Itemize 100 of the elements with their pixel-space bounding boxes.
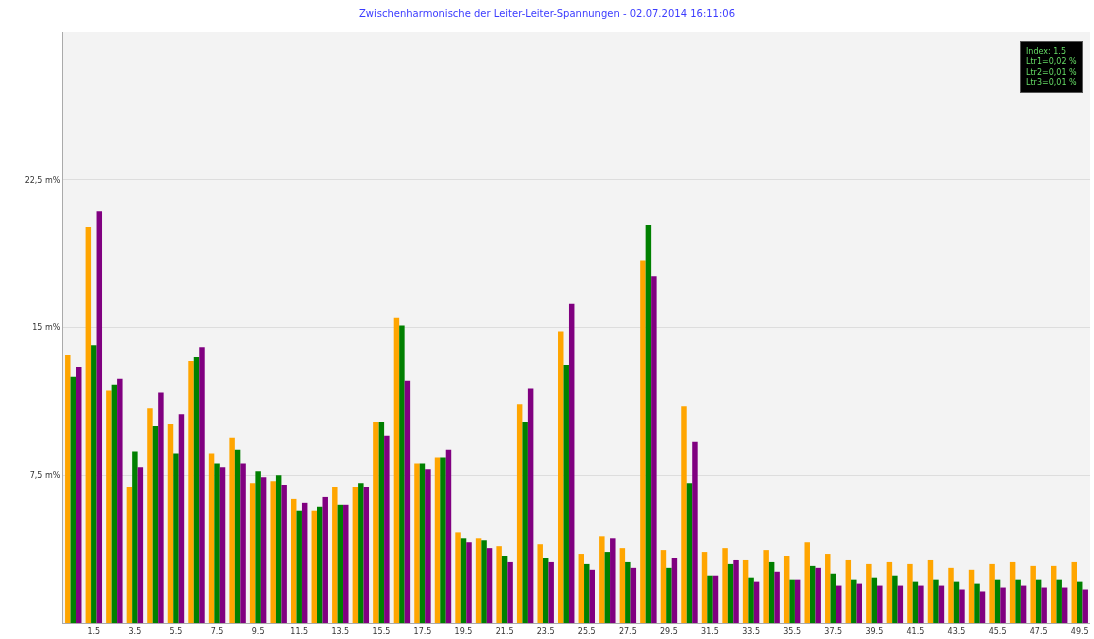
- bar: [681, 406, 687, 623]
- bar: [815, 567, 821, 623]
- bar: [927, 559, 934, 623]
- bar: [953, 581, 960, 623]
- bar: [486, 548, 493, 623]
- bar: [558, 331, 564, 623]
- annotation: Ltr1=0,02 %: [1026, 57, 1078, 67]
- bar: [974, 583, 980, 623]
- bar: [866, 563, 872, 623]
- bar: [959, 589, 965, 623]
- bar: [630, 567, 637, 623]
- annotation: Ltr2=0,01 %: [1026, 67, 1078, 77]
- bar: [460, 538, 467, 623]
- bar: [76, 366, 82, 623]
- bar: [373, 422, 379, 623]
- bar: [763, 550, 769, 623]
- bar: [548, 561, 554, 623]
- bar: [358, 483, 364, 623]
- bar: [686, 483, 693, 623]
- x-tick-label: 17.5: [413, 626, 432, 636]
- bar: [173, 453, 179, 623]
- bar: [1020, 585, 1027, 623]
- bar: [281, 485, 287, 623]
- bar: [270, 481, 276, 623]
- bar: [414, 463, 420, 623]
- bar: [671, 557, 678, 623]
- bar: [445, 449, 452, 623]
- bar: [1030, 565, 1036, 623]
- bar: [378, 422, 385, 623]
- bar: [599, 536, 605, 623]
- bar: [158, 392, 164, 623]
- bar: [132, 451, 138, 623]
- bar: [584, 563, 590, 623]
- bar: [877, 585, 883, 623]
- bar: [363, 487, 370, 623]
- bar: [516, 404, 523, 623]
- bar: [117, 378, 123, 623]
- x-tick-label: 1.5: [87, 626, 101, 636]
- bar: [317, 506, 323, 623]
- bar: [968, 569, 975, 623]
- bar: [343, 504, 349, 623]
- bar: [727, 563, 734, 623]
- y-tick-label: 7,5 m%: [29, 471, 61, 481]
- bar: [851, 579, 857, 623]
- bar: [126, 487, 133, 623]
- bar: [871, 577, 878, 623]
- y-tick-label: 15 m%: [32, 323, 61, 333]
- bar: [542, 557, 549, 623]
- bar: [404, 380, 411, 623]
- bar: [989, 563, 995, 623]
- bar: [948, 567, 954, 623]
- bar: [337, 504, 344, 623]
- bar: [537, 544, 543, 623]
- bar: [290, 498, 297, 623]
- bar: [1015, 579, 1021, 623]
- bar: [640, 260, 646, 623]
- bar: [604, 552, 611, 623]
- bar: [845, 559, 852, 623]
- bar: [568, 303, 575, 623]
- bar: [886, 561, 893, 623]
- x-tick-label: 27.5: [618, 626, 637, 636]
- bar: [311, 510, 318, 623]
- bar: [830, 573, 836, 623]
- bar: [825, 554, 831, 623]
- bar: [722, 548, 728, 623]
- bar: [91, 345, 97, 623]
- x-tick-label: 5.5: [169, 626, 183, 636]
- bar: [507, 561, 513, 623]
- bar: [419, 463, 426, 623]
- bar: [856, 583, 863, 623]
- x-tick-label: 25.5: [577, 626, 596, 636]
- bar: [753, 581, 760, 623]
- bar: [645, 225, 652, 623]
- bar: [1076, 581, 1083, 623]
- x-tick-label: 39.5: [865, 626, 884, 636]
- x-tick-label: 3.5: [128, 626, 142, 636]
- bar: [748, 577, 754, 623]
- bar: [193, 357, 200, 623]
- bar: [219, 467, 226, 623]
- bar: [1071, 561, 1077, 623]
- bar: [399, 325, 405, 623]
- bar: [707, 575, 713, 623]
- bar: [188, 360, 194, 623]
- bar: [466, 542, 472, 623]
- bar: [1050, 565, 1057, 623]
- bar: [589, 569, 595, 623]
- bar: [322, 496, 328, 623]
- bar: [933, 579, 939, 623]
- x-tick-label: 31.5: [701, 626, 719, 636]
- bar: [804, 542, 810, 623]
- bar: [563, 364, 569, 623]
- bar: [249, 483, 256, 623]
- bar: [111, 384, 118, 623]
- bar: [434, 457, 441, 623]
- bar: [918, 585, 924, 623]
- annotation: Index: 1.5: [1026, 47, 1066, 56]
- bar: [522, 422, 528, 623]
- bar: [96, 211, 103, 623]
- bar: [65, 355, 71, 623]
- bar: [794, 579, 801, 623]
